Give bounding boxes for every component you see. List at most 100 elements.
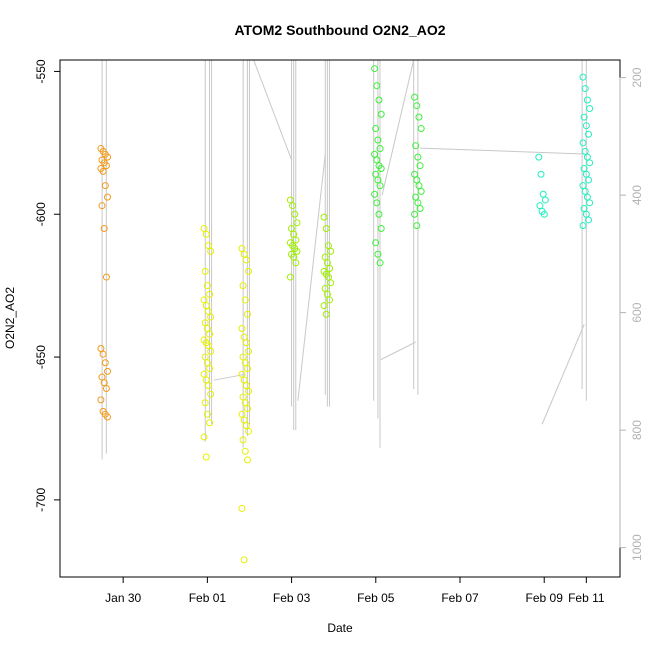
y-tick-label: -600 [34, 202, 48, 226]
data-point [376, 182, 384, 190]
data-point [293, 247, 301, 255]
data-point [243, 364, 251, 372]
data-point [100, 225, 108, 233]
data-point [204, 242, 212, 250]
data-point [377, 225, 385, 233]
data-point [292, 259, 300, 267]
data-point [413, 102, 421, 110]
data-point [372, 239, 380, 247]
data-point [583, 153, 591, 161]
data-point [242, 382, 250, 390]
data-point [322, 225, 330, 233]
trace-segment [253, 59, 293, 161]
data-point [240, 376, 248, 384]
x-tick-label: Feb 03 [273, 591, 311, 605]
data-point [585, 216, 593, 224]
data-point [206, 364, 214, 372]
data-point [238, 245, 246, 253]
data-point [414, 153, 422, 161]
x-axis: Jan 30 Feb 01 Feb 03 Feb 05 Feb 07 Feb 09 Feb … [105, 576, 605, 605]
data-point [200, 370, 208, 378]
plot-frame [59, 59, 621, 578]
trace-segment [213, 373, 246, 381]
data-point [97, 396, 105, 404]
data-point [580, 113, 588, 121]
data-point [102, 162, 110, 170]
data-point [104, 193, 112, 201]
data-point [377, 165, 385, 173]
data-point [293, 219, 301, 227]
data-point [102, 384, 110, 392]
x-tick-label: Feb 07 [441, 591, 479, 605]
data-point [240, 556, 248, 564]
data-point [415, 182, 423, 190]
data-point [238, 504, 246, 512]
data-point [411, 93, 419, 101]
data-point [373, 156, 381, 164]
data-point [99, 350, 107, 358]
y2-tick-label: 1000 [630, 534, 644, 561]
data-point [417, 187, 425, 195]
data-point [371, 150, 379, 158]
data-point [204, 382, 212, 390]
data-point [207, 390, 215, 398]
data-point [242, 339, 250, 347]
data-point [413, 176, 421, 184]
data-point [581, 85, 589, 93]
data-point [206, 330, 214, 338]
y-axis-label: O2N2_AO2 [3, 287, 17, 349]
data-point [417, 125, 425, 133]
data-point [101, 182, 109, 190]
data-point [98, 202, 106, 210]
data-point [535, 153, 543, 161]
data-point [242, 256, 250, 264]
data-point [413, 222, 421, 230]
x-tick-label: Jan 30 [105, 591, 141, 605]
data-point [371, 190, 379, 198]
data-point [291, 210, 299, 218]
trace-segment [297, 153, 326, 401]
data-point [326, 265, 334, 273]
data-point [206, 290, 214, 298]
data-point [327, 279, 335, 287]
data-point [203, 410, 211, 418]
data-point [416, 205, 424, 213]
data-point [327, 247, 335, 255]
points-layer [97, 65, 594, 564]
data-point [376, 145, 384, 153]
x-tick-label: Feb 05 [357, 591, 395, 605]
data-point [579, 222, 587, 230]
data-point [540, 210, 548, 218]
trace-segment [419, 147, 585, 155]
data-point [585, 176, 593, 184]
data-point [104, 153, 112, 161]
data-point [240, 250, 248, 258]
data-point [585, 130, 593, 138]
data-point [202, 376, 210, 384]
data-point [286, 196, 294, 204]
data-point [203, 282, 211, 290]
data-point [372, 125, 380, 133]
data-point [243, 310, 251, 318]
data-point [104, 413, 112, 421]
data-point [99, 167, 107, 175]
trace-segment [381, 59, 415, 196]
data-point [322, 310, 330, 318]
data-point [326, 296, 334, 304]
data-point [239, 436, 247, 444]
data-point [371, 65, 379, 73]
x-tick-label: Feb 09 [526, 591, 564, 605]
data-point [583, 96, 591, 104]
data-point [201, 267, 209, 275]
data-point [243, 404, 251, 412]
data-point [101, 359, 109, 367]
data-point [412, 142, 420, 150]
data-point [320, 302, 328, 310]
data-point [242, 422, 250, 430]
data-point [539, 190, 547, 198]
data-point [207, 347, 215, 355]
data-point [102, 273, 110, 281]
data-point [415, 113, 423, 121]
trace-segment [541, 324, 585, 425]
